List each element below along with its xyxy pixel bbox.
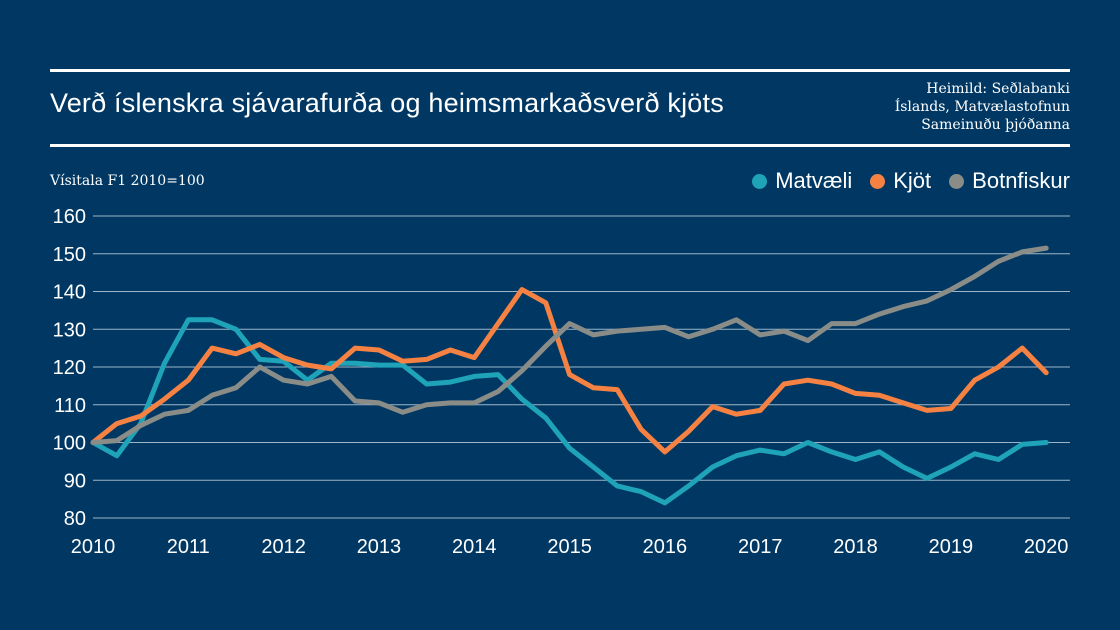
- legend-swatch-kjot: [870, 173, 886, 189]
- y-axis-label: Vísitala F1 2010=100: [50, 173, 205, 189]
- y-tick-label: 90: [64, 470, 86, 492]
- source-note: Heimild: Seðlabanki Íslands, Matvælastof…: [770, 80, 1070, 134]
- x-tick-label: 2011: [167, 536, 210, 558]
- legend-label-kjot: Kjöt: [893, 168, 932, 193]
- legend-item-botnfiskur: Botnfiskur: [949, 168, 1070, 194]
- x-tick-label: 2015: [547, 536, 592, 558]
- y-tick-label: 110: [54, 395, 86, 417]
- x-tick-label: 2010: [71, 536, 116, 558]
- y-tick-label: 80: [64, 508, 86, 530]
- series-line-botnfiskur: [90, 245, 1049, 445]
- y-tick-label: 160: [53, 206, 86, 228]
- chart-title: Verð íslenskra sjávarafurða og heimsmark…: [50, 88, 724, 118]
- x-tick-label: 2014: [452, 536, 497, 558]
- source-line: Íslands, Matvælastofnun: [894, 99, 1070, 115]
- y-tick-label: 130: [53, 319, 86, 341]
- legend: Matvæli Kjöt Botnfiskur: [734, 168, 1070, 194]
- y-tick-label: 100: [53, 433, 86, 455]
- bottom-rule: [50, 144, 1070, 147]
- source-line: Heimild: Seðlabanki: [926, 81, 1070, 97]
- series-line-matvaeli: [90, 317, 1049, 506]
- x-tick-label: 2017: [738, 536, 783, 558]
- legend-item-kjot: Kjöt: [870, 168, 931, 194]
- y-tick-label: 150: [53, 244, 86, 266]
- legend-label-botnfiskur: Botnfiskur: [972, 168, 1070, 193]
- y-tick-label: 120: [53, 357, 86, 379]
- x-tick-label: 2016: [643, 536, 688, 558]
- y-tick-label: 140: [53, 282, 86, 304]
- x-tick-label: 2018: [833, 536, 878, 558]
- x-tick-label: 2019: [929, 536, 974, 558]
- legend-item-matvaeli: Matvæli: [752, 168, 852, 194]
- legend-label-matvaeli: Matvæli: [775, 168, 853, 193]
- x-tick-label: 2013: [357, 536, 402, 558]
- top-rule: [50, 69, 1070, 72]
- legend-swatch-matvaeli: [752, 173, 768, 189]
- legend-swatch-botnfiskur: [949, 173, 965, 189]
- x-tick-label: 2020: [1024, 536, 1069, 558]
- x-tick-label: 2012: [261, 536, 306, 558]
- series-line-kjot: [90, 287, 1049, 455]
- source-line: Sameinuðu þjóðanna: [921, 117, 1070, 133]
